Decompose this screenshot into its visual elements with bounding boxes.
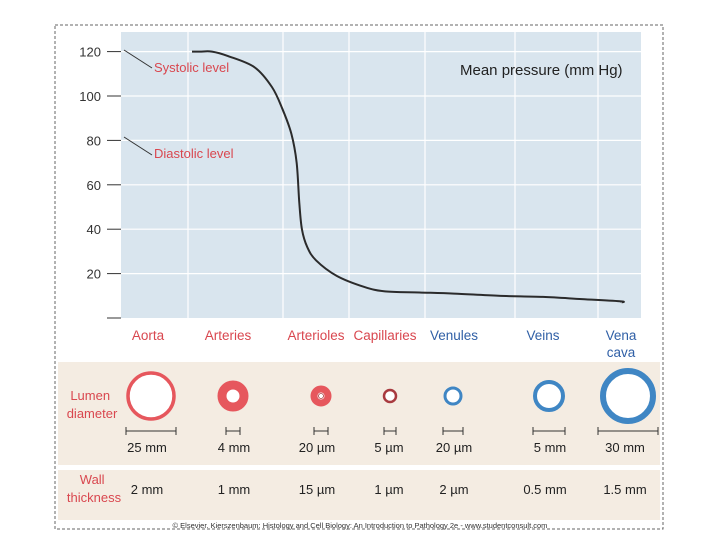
scale-bar-veins bbox=[532, 427, 566, 435]
wall-value-venules: 2 µm bbox=[439, 482, 468, 497]
vessel-circle-veins bbox=[533, 380, 565, 412]
lumen-values: 25 mm 4 mm 20 µm 5 µm 20 µm 5 mm 30 mm bbox=[127, 440, 645, 455]
scale-bar-venules bbox=[442, 427, 464, 435]
lumen-value-venules: 20 µm bbox=[436, 440, 472, 455]
category-label-arteries: Arteries bbox=[205, 328, 252, 343]
systolic-label: Systolic level bbox=[154, 60, 229, 75]
wall-value-arterioles: 15 µm bbox=[299, 482, 335, 497]
y-axis: 120 100 80 60 40 20 bbox=[79, 45, 121, 319]
wall-band bbox=[58, 470, 660, 520]
lumen-diameter-label-line1: Lumen bbox=[70, 388, 110, 403]
wall-values: 2 mm 1 mm 15 µm 1 µm 2 µm 0.5 mm 1.5 mm bbox=[131, 482, 647, 497]
pressure-curve bbox=[191, 50, 625, 304]
lumen-diameter-label: Lumen diameter bbox=[67, 388, 118, 421]
y-tick-label-100: 100 bbox=[79, 89, 101, 104]
scale-bar-vena-cava bbox=[597, 427, 659, 435]
scale-bar-arteries bbox=[225, 427, 241, 435]
lumen-value-veins: 5 mm bbox=[534, 440, 567, 455]
diastolic-leader bbox=[123, 136, 153, 156]
vessel-circle-capillaries bbox=[382, 388, 398, 404]
y-tick-label-40: 40 bbox=[87, 222, 101, 237]
vertical-gridlines bbox=[187, 32, 599, 318]
category-label-vena-cava: Vena cava bbox=[606, 328, 637, 360]
lumen-value-arterioles: 20 µm bbox=[299, 440, 335, 455]
pressure-chart: 120 100 80 60 40 20 Mean pressure (mm Hg) Sys… bbox=[79, 32, 641, 319]
lumen-value-vena-cava: 30 mm bbox=[605, 440, 645, 455]
y-tick-label-20: 20 bbox=[87, 267, 101, 282]
wall-value-arteries: 1 mm bbox=[218, 482, 251, 497]
category-labels: Aorta Arteries Arterioles Capillaries Venule… bbox=[132, 328, 637, 360]
copyright-notice: © Elsevier. Kierszenbaum: Histology and … bbox=[173, 521, 548, 530]
y-tick-label-60: 60 bbox=[87, 178, 101, 193]
wall-value-capillaries: 1 µm bbox=[374, 482, 403, 497]
wall-thickness-label: Wall thickness bbox=[67, 472, 122, 505]
category-label-capillaries: Capillaries bbox=[353, 328, 416, 343]
vessel-circle-arteries bbox=[217, 380, 249, 412]
scale-bar-aorta bbox=[125, 427, 177, 435]
wall-value-vena-cava: 1.5 mm bbox=[603, 482, 646, 497]
lumen-value-arteries: 4 mm bbox=[218, 440, 251, 455]
vessel-circles bbox=[125, 368, 659, 435]
lumen-diameter-label-line2: diameter bbox=[67, 406, 118, 421]
systolic-leader bbox=[123, 49, 153, 69]
plot-background bbox=[121, 32, 641, 318]
vessel-circle-aorta bbox=[126, 371, 176, 421]
wall-thickness-label-line2: thickness bbox=[67, 490, 122, 505]
y-tick-label-80: 80 bbox=[87, 133, 101, 148]
lumen-value-aorta: 25 mm bbox=[127, 440, 167, 455]
scale-bar-arterioles bbox=[313, 427, 329, 435]
vessel-lumen-arterioles bbox=[318, 393, 324, 399]
category-label-aorta: Aorta bbox=[132, 328, 165, 343]
vessel-circle-venules bbox=[443, 386, 463, 406]
category-label-veins: Veins bbox=[526, 328, 559, 343]
wall-value-aorta: 2 mm bbox=[131, 482, 164, 497]
scale-bar-capillaries bbox=[383, 427, 397, 435]
category-label-arterioles: Arterioles bbox=[287, 328, 344, 343]
figure-frame bbox=[54, 24, 664, 530]
category-label-venules: Venules bbox=[430, 328, 478, 343]
wall-thickness-label-line1: Wall bbox=[80, 472, 105, 487]
diastolic-label: Diastolic level bbox=[154, 146, 234, 161]
lumen-value-capillaries: 5 µm bbox=[374, 440, 403, 455]
wall-value-veins: 0.5 mm bbox=[523, 482, 566, 497]
chart-title: Mean pressure (mm Hg) bbox=[460, 62, 623, 79]
vessel-circle-vena-cava bbox=[600, 368, 656, 424]
y-tick-label-120: 120 bbox=[79, 45, 101, 60]
